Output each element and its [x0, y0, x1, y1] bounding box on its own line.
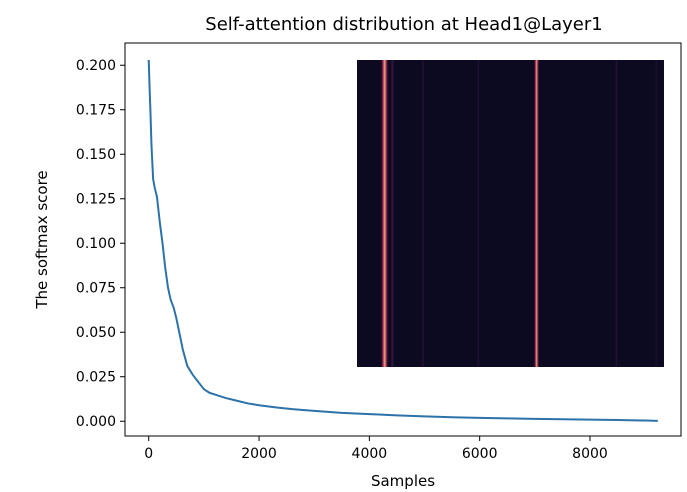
heatmap-band	[421, 60, 425, 367]
series-line	[147, 59, 658, 422]
x-tick-label: 2000	[241, 446, 277, 462]
x-tick-label: 0	[144, 446, 153, 462]
y-axis-label: The softmax score	[33, 170, 51, 309]
x-axis-label: Samples	[371, 472, 435, 490]
heatmap-band	[533, 60, 540, 367]
y-tick-label: 0.000	[76, 414, 116, 430]
y-tick-label: 0.050	[76, 325, 116, 341]
chart-title: Self-attention distribution at Head1@Lay…	[205, 14, 602, 35]
heatmap-band	[380, 60, 389, 367]
heatmap-band	[614, 60, 618, 367]
heatmap-band	[654, 60, 658, 367]
y-tick-label: 0.175	[76, 103, 116, 119]
y-axis-ticks: 0.000 0.025 0.050 0.075 0.100 0.125 0.150 0.175…	[76, 58, 125, 430]
heatmap-background	[357, 60, 664, 367]
y-tick-label: 0.200	[76, 58, 116, 74]
x-tick-label: 4000	[352, 446, 388, 462]
x-tick-label: 6000	[462, 446, 498, 462]
y-tick-label: 0.025	[76, 370, 116, 386]
x-tick-label: 8000	[572, 446, 608, 462]
plot-frame	[124, 42, 682, 437]
y-tick-label: 0.100	[76, 236, 116, 252]
heatmap-band	[476, 60, 480, 367]
y-tick-label: 0.125	[76, 192, 116, 208]
heatmap-band	[390, 60, 395, 367]
y-tick-label: 0.075	[76, 281, 116, 297]
y-tick-label: 0.150	[76, 147, 116, 163]
inset-heatmap	[357, 60, 664, 367]
x-axis-ticks: 0 2000 4000 6000 8000	[144, 436, 608, 462]
